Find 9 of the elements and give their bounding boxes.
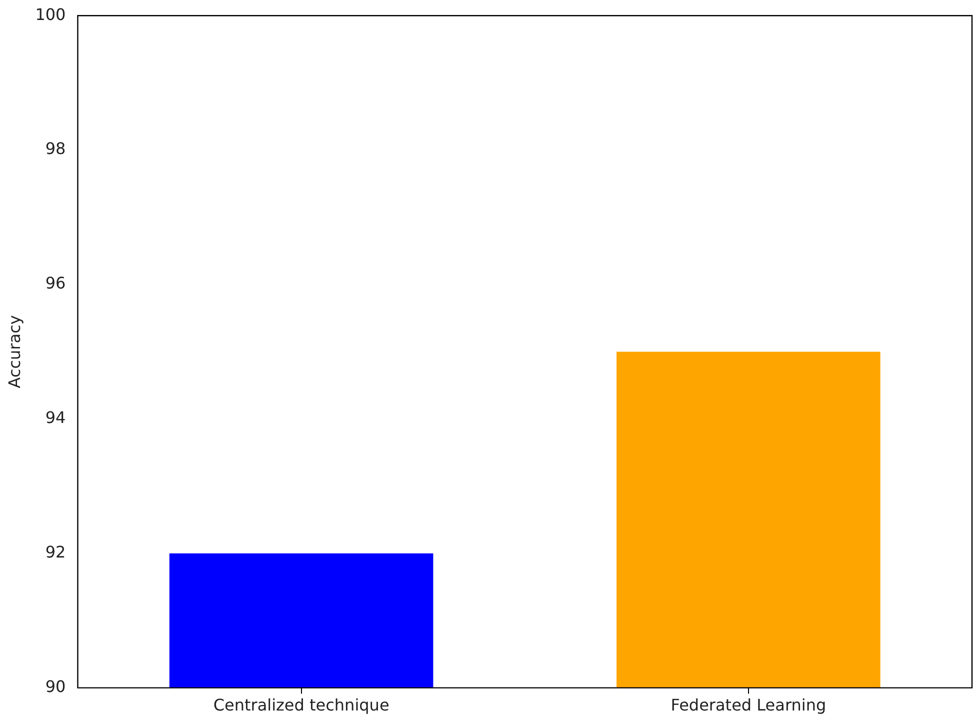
y-tick-label: 100 [35,4,66,24]
x-tick-label: Centralized technique [213,696,390,715]
y-tick-label: 96 [45,274,66,293]
y-axis-title: Accuracy [4,315,24,388]
y-tick-label: 90 [45,676,66,696]
y-tick-label: 98 [45,139,66,158]
x-tick-label: Federated Learning [670,696,826,715]
y-tick-label: 94 [45,408,66,428]
y-tick-label: 92 [45,542,66,562]
